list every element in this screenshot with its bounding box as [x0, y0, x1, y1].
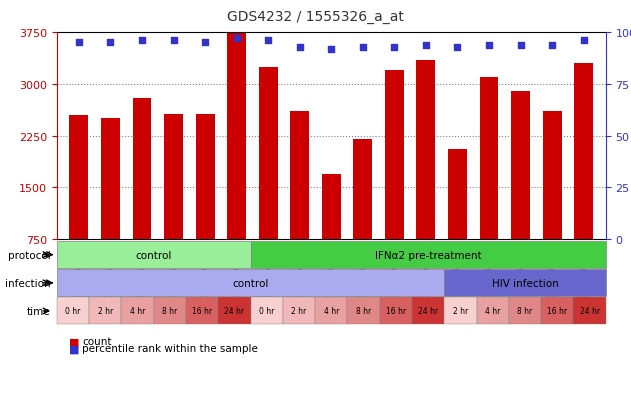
Point — [516, 42, 526, 49]
Text: 0 hr: 0 hr — [259, 307, 274, 316]
Text: 8 hr: 8 hr — [162, 307, 177, 316]
Text: 16 hr: 16 hr — [192, 307, 212, 316]
Bar — [416, 61, 435, 240]
Text: control: control — [136, 250, 172, 260]
Bar — [259, 67, 278, 240]
Text: 8 hr: 8 hr — [517, 307, 533, 316]
Text: 0 hr: 0 hr — [65, 307, 81, 316]
Text: 4 hr: 4 hr — [130, 307, 145, 316]
Point — [295, 44, 305, 51]
Text: 4 hr: 4 hr — [485, 307, 500, 316]
Point — [579, 38, 589, 45]
Text: protocol: protocol — [8, 250, 50, 260]
Text: HIV infection: HIV infection — [492, 278, 558, 288]
Point — [389, 44, 399, 51]
Bar — [290, 112, 309, 240]
Text: 2 hr: 2 hr — [292, 307, 307, 316]
Text: 2 hr: 2 hr — [98, 307, 113, 316]
Text: ■: ■ — [69, 344, 80, 354]
Point — [263, 38, 273, 45]
Bar — [448, 150, 467, 240]
Point — [200, 40, 210, 47]
Point — [232, 36, 242, 43]
Bar — [101, 119, 120, 240]
Text: 16 hr: 16 hr — [547, 307, 567, 316]
Point — [168, 38, 179, 45]
Bar — [385, 71, 404, 240]
Text: time: time — [27, 306, 50, 316]
Bar — [511, 92, 530, 240]
Point — [421, 42, 431, 49]
Text: control: control — [232, 278, 269, 288]
Text: 16 hr: 16 hr — [386, 307, 406, 316]
Text: infection: infection — [5, 278, 50, 288]
Point — [137, 38, 147, 45]
Text: ■: ■ — [69, 337, 80, 347]
Point — [74, 40, 84, 47]
Bar — [353, 140, 372, 240]
Text: 4 hr: 4 hr — [324, 307, 339, 316]
Bar — [227, 19, 246, 240]
Text: IFNα2 pre-treatment: IFNα2 pre-treatment — [375, 250, 481, 260]
Bar — [133, 98, 151, 240]
Text: 24 hr: 24 hr — [418, 307, 438, 316]
Bar — [480, 78, 498, 240]
Text: 2 hr: 2 hr — [453, 307, 468, 316]
Text: GDS4232 / 1555326_a_at: GDS4232 / 1555326_a_at — [227, 10, 404, 24]
Bar — [69, 116, 88, 240]
Point — [547, 42, 557, 49]
Point — [358, 44, 368, 51]
Bar — [574, 64, 593, 240]
Point — [452, 44, 463, 51]
Point — [326, 46, 336, 53]
Bar — [322, 174, 341, 240]
Text: 24 hr: 24 hr — [225, 307, 244, 316]
Point — [105, 40, 115, 47]
Text: 8 hr: 8 hr — [356, 307, 371, 316]
Text: 24 hr: 24 hr — [579, 307, 599, 316]
Text: percentile rank within the sample: percentile rank within the sample — [82, 344, 258, 354]
Bar — [543, 112, 562, 240]
Text: count: count — [82, 337, 112, 347]
Bar — [164, 114, 183, 240]
Bar — [196, 114, 215, 240]
Point — [484, 42, 494, 49]
